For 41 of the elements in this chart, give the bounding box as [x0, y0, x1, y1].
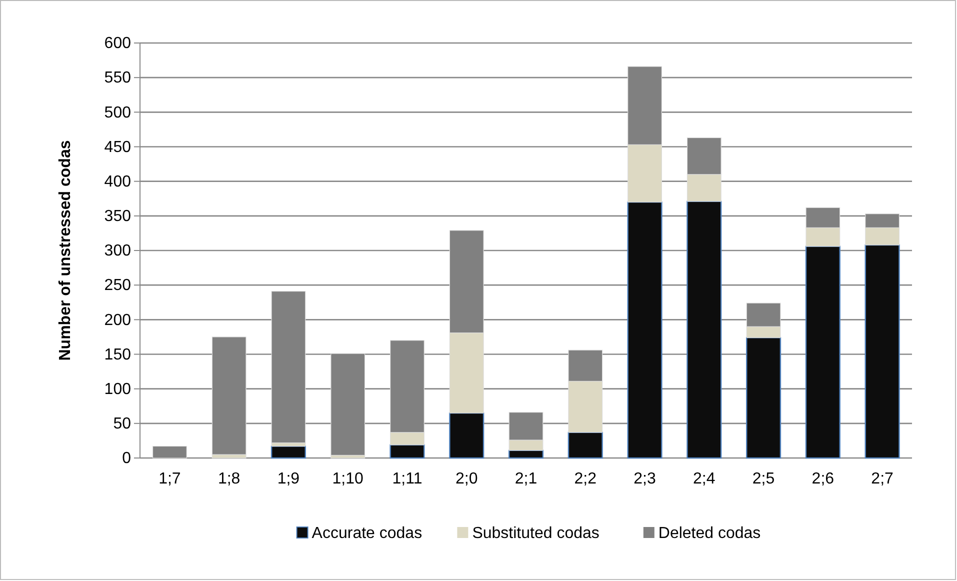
x-tick-label: 2;7: [871, 470, 894, 488]
bar: [746, 337, 782, 459]
x-tick-label: 1;7: [158, 470, 181, 488]
y-tick-label: 200: [104, 312, 132, 329]
x-tick-label: 2;4: [693, 470, 716, 488]
x-tick-label: 1;10: [332, 470, 364, 488]
y-tick-label: 150: [104, 346, 132, 364]
bar: [568, 432, 603, 459]
bar: [508, 450, 544, 459]
x-tick-label: 2;1: [514, 470, 538, 488]
y-tick-label: 100: [104, 380, 132, 398]
y-axis-title: Number of unstressed codas: [57, 140, 74, 361]
x-tick-label: 1;9: [277, 470, 300, 488]
x-tick-label: 2;3: [634, 470, 656, 488]
y-tick-label: 550: [104, 70, 132, 87]
x-tick-label: 2;6: [812, 470, 834, 488]
bar: [864, 244, 900, 459]
y-tick-label: 450: [104, 138, 132, 156]
legend-label: Substituted codas: [472, 525, 600, 542]
y-tick-label: 0: [122, 450, 132, 468]
x-tick-label: 2;5: [752, 470, 775, 488]
legend-label: Deleted codas: [658, 525, 761, 542]
y-tick-label: 300: [104, 242, 132, 260]
x-tick-label: 1;8: [218, 470, 240, 488]
bar: [686, 200, 722, 459]
legend-label: Accurate codas: [312, 525, 422, 542]
y-tick-label: 500: [104, 104, 132, 122]
bar: [627, 201, 662, 459]
bar: [152, 446, 187, 458]
bar: [805, 246, 840, 459]
y-tick-label: 350: [104, 208, 132, 226]
y-tick-label: 250: [104, 277, 132, 294]
bar: [449, 412, 484, 459]
y-tick-label: 50: [113, 416, 132, 433]
bar: [270, 446, 306, 459]
x-tick-label: 2;0: [455, 470, 478, 488]
bar: [390, 444, 425, 459]
y-tick-label: 600: [104, 35, 132, 52]
x-tick-label: 2;2: [574, 470, 597, 488]
x-tick-label: 1;11: [392, 470, 422, 488]
y-tick-label: 400: [104, 173, 132, 190]
